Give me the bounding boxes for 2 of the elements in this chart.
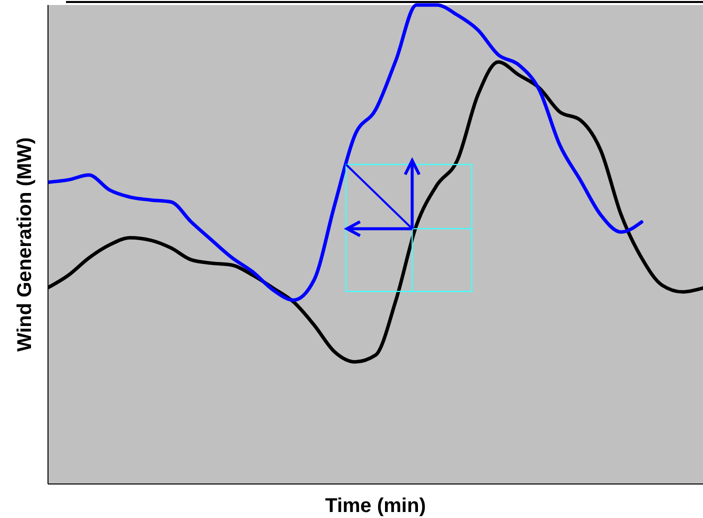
y-axis-title: Wind Generation (MW) bbox=[14, 137, 36, 352]
x-axis-title: Time (min) bbox=[325, 495, 426, 517]
